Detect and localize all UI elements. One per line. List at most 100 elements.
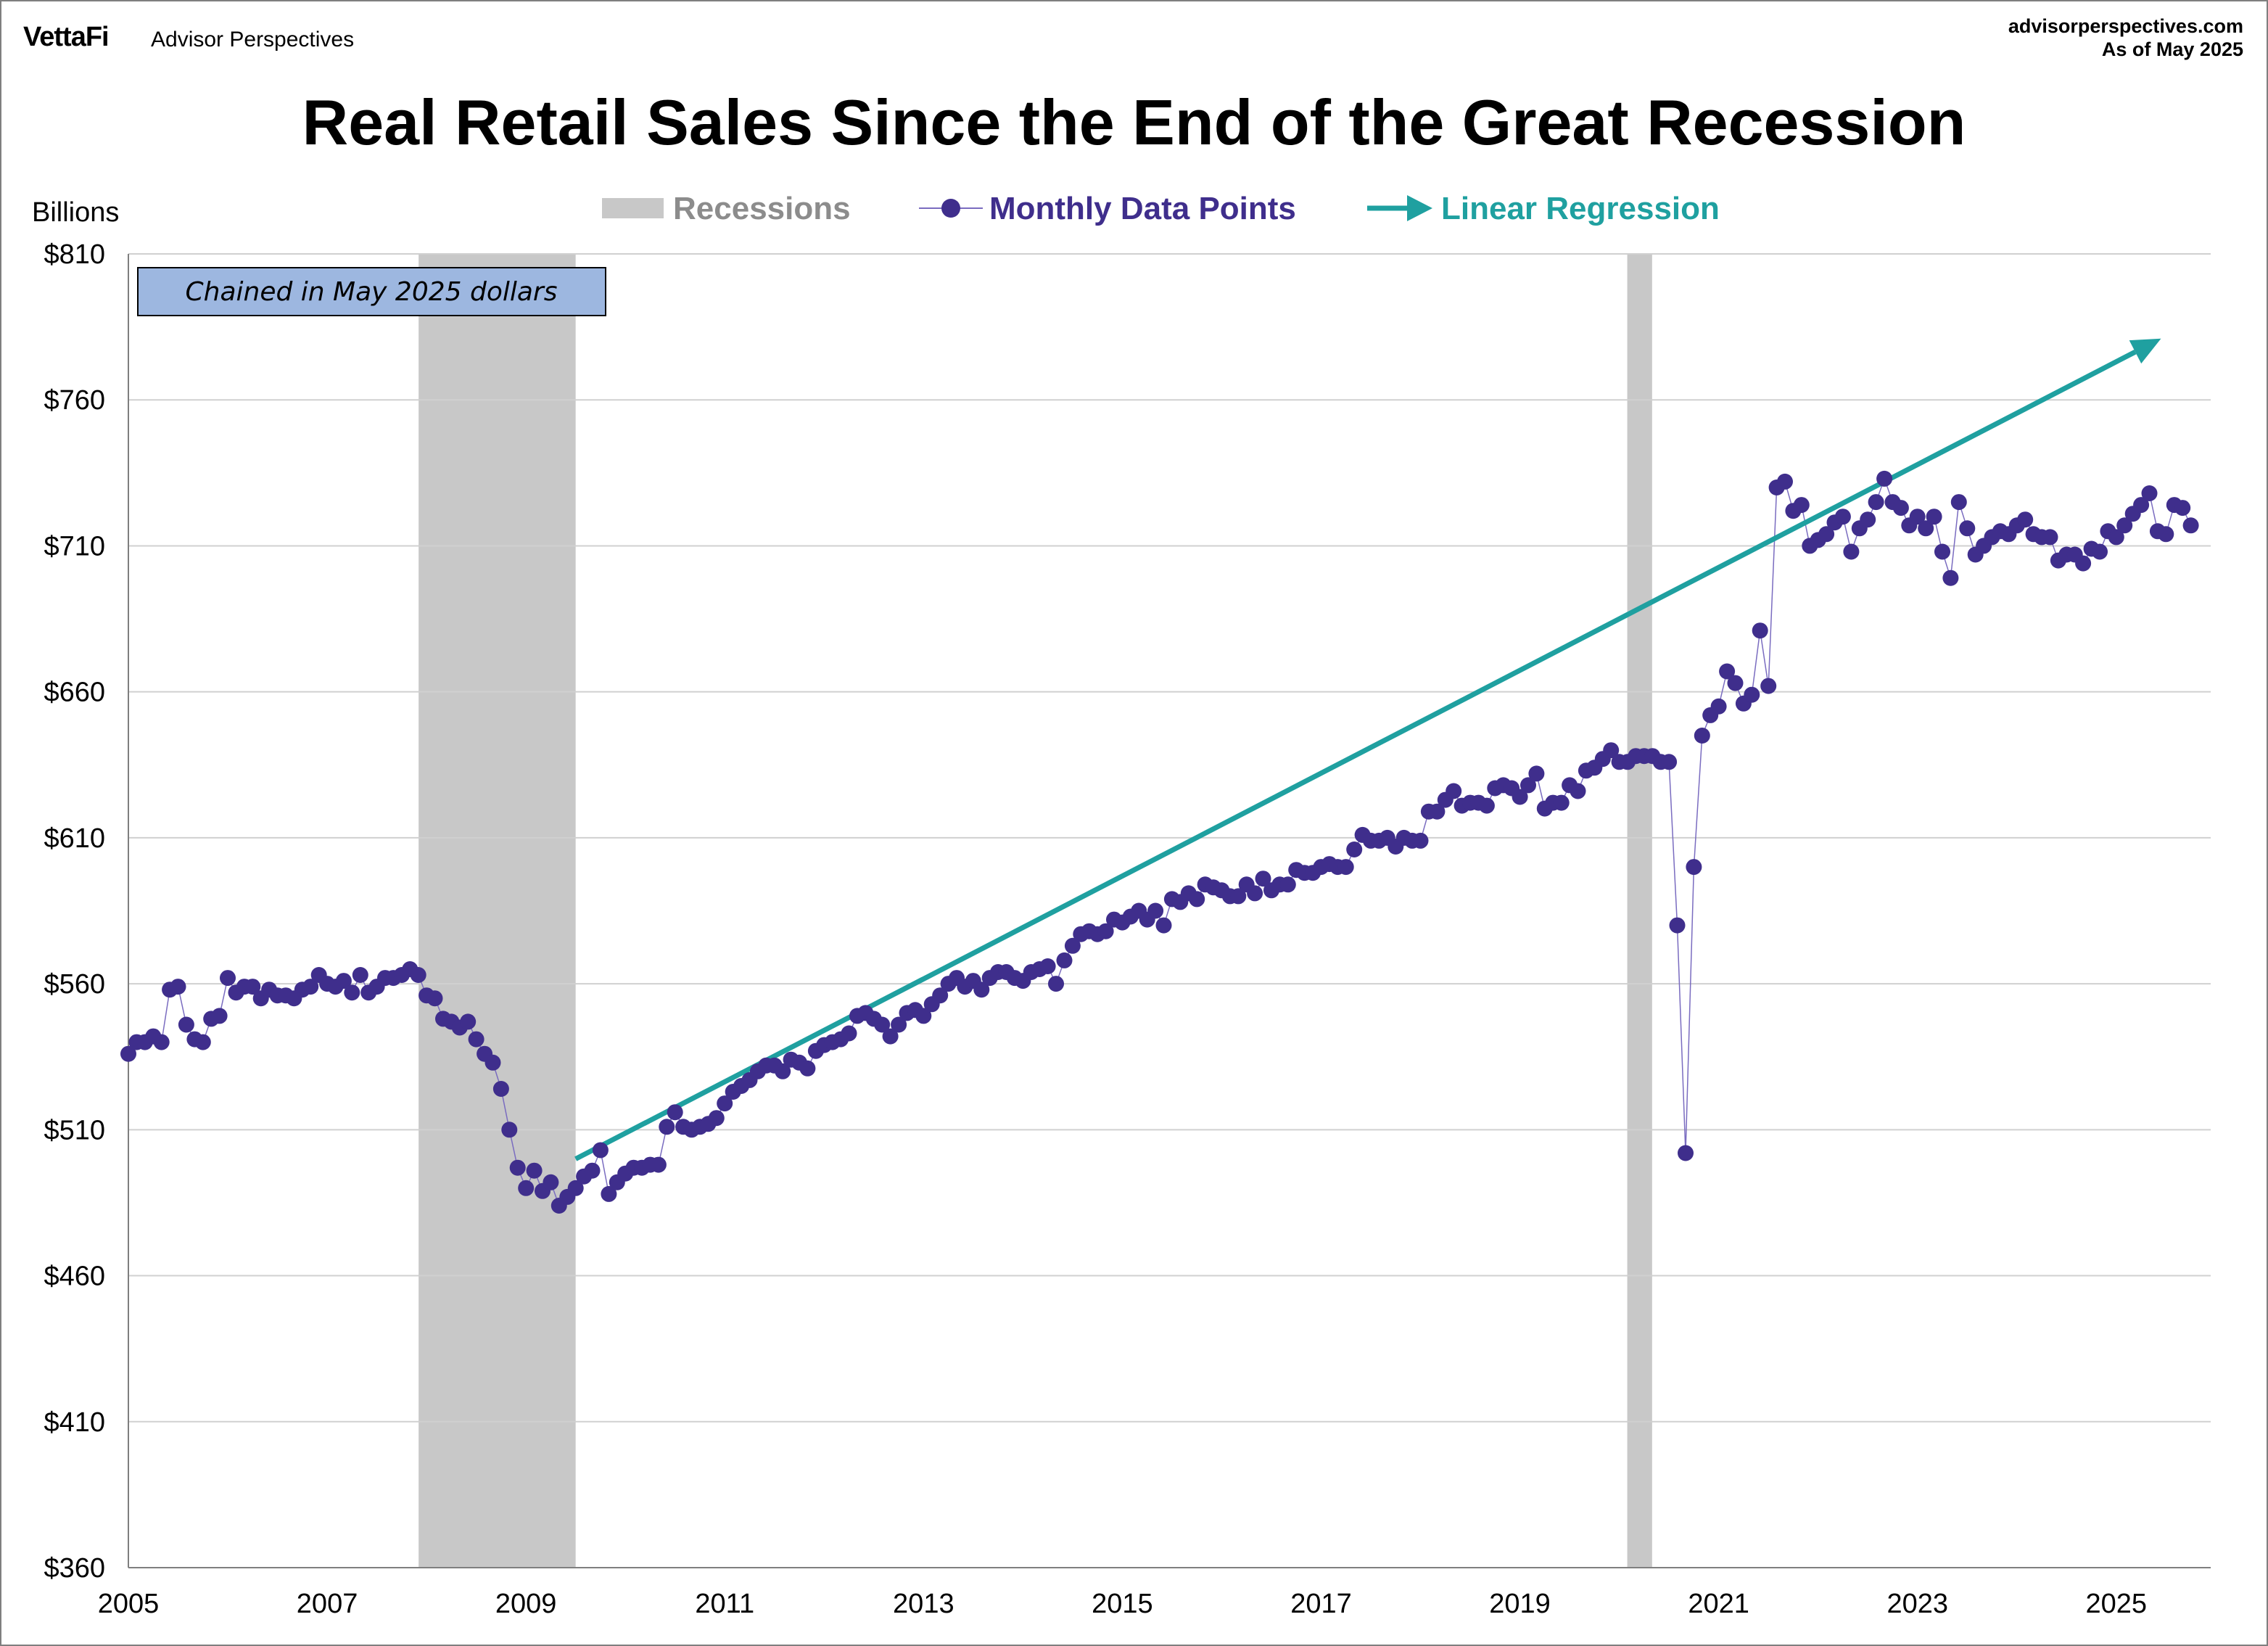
y-tick-label: $510 bbox=[44, 1115, 105, 1145]
data-point bbox=[891, 1016, 907, 1033]
legend-label-regression: Linear Regression bbox=[1441, 191, 1720, 226]
data-point bbox=[352, 967, 368, 983]
data-point bbox=[1155, 917, 1172, 934]
data-point bbox=[592, 1142, 609, 1159]
data-point bbox=[1039, 958, 1056, 974]
x-tick-label: 2023 bbox=[1886, 1589, 1948, 1619]
data-point bbox=[509, 1159, 526, 1176]
data-point bbox=[1603, 742, 1620, 759]
data-point bbox=[1528, 765, 1545, 782]
data-point bbox=[2017, 511, 2034, 528]
data-point bbox=[1818, 526, 1835, 543]
x-tick-label: 2017 bbox=[1290, 1589, 1352, 1619]
data-point bbox=[211, 1008, 228, 1024]
x-tick-labels: 2005 2007 2009 2011 2013 2015 2017 2019 2021 2023… bbox=[98, 1589, 2147, 1619]
data-point bbox=[302, 979, 319, 995]
y-tick-labels: $360 $410 $460 $510 $560 $610 $660 $710 $760 $810 bbox=[44, 239, 105, 1584]
data-point bbox=[1064, 937, 1081, 954]
data-point bbox=[1942, 569, 1959, 586]
data-point bbox=[2108, 529, 2124, 546]
data-point bbox=[1429, 803, 1446, 820]
data-point bbox=[1918, 520, 1934, 537]
data-point bbox=[1346, 841, 1363, 857]
x-tick-label: 2011 bbox=[695, 1589, 754, 1619]
data-point bbox=[2092, 543, 2108, 560]
data-point bbox=[932, 987, 949, 1004]
data-point bbox=[1678, 1145, 1694, 1161]
data-point bbox=[567, 1180, 584, 1196]
x-tick-label: 2009 bbox=[495, 1589, 557, 1619]
data-point bbox=[1446, 783, 1462, 799]
data-point bbox=[2042, 529, 2058, 546]
data-point bbox=[2174, 500, 2191, 517]
recession-bands bbox=[418, 254, 1652, 1568]
data-point bbox=[1147, 902, 1164, 919]
data-point bbox=[1520, 777, 1536, 794]
recession-band-0 bbox=[418, 254, 576, 1568]
data-point bbox=[2133, 497, 2150, 514]
data-point bbox=[1950, 494, 1967, 511]
data-point bbox=[492, 1081, 509, 1097]
brand-subtitle: Advisor Perspectives bbox=[151, 28, 355, 52]
note-box-group: Chained in May 2025 dollars bbox=[137, 267, 606, 316]
data-point bbox=[1694, 728, 1710, 744]
y-tick-label: $460 bbox=[44, 1262, 105, 1292]
legend-label-monthly: Monthly Data Points bbox=[989, 191, 1296, 226]
data-point bbox=[584, 1162, 601, 1179]
data-point bbox=[708, 1110, 725, 1127]
data-point bbox=[2075, 555, 2092, 572]
data-point bbox=[2158, 526, 2174, 543]
y-tick-label: $610 bbox=[44, 823, 105, 854]
data-point bbox=[501, 1122, 518, 1138]
legend-swatch-recessions bbox=[602, 198, 664, 218]
data-point bbox=[1056, 952, 1073, 968]
data-point bbox=[659, 1119, 675, 1135]
data-point bbox=[882, 1028, 899, 1045]
data-point bbox=[194, 1034, 211, 1050]
data-point bbox=[1553, 794, 1570, 811]
data-point bbox=[1247, 885, 1263, 902]
data-point bbox=[1478, 797, 1495, 814]
data-point bbox=[1909, 509, 1926, 525]
x-tick-label: 2015 bbox=[1092, 1589, 1153, 1619]
data-point bbox=[841, 1025, 857, 1042]
data-point bbox=[1048, 976, 1064, 992]
y-tick-label: $710 bbox=[44, 531, 105, 561]
data-point bbox=[650, 1156, 667, 1173]
data-point bbox=[344, 984, 360, 1001]
data-point bbox=[1661, 754, 1678, 770]
x-tick-label: 2021 bbox=[1688, 1589, 1749, 1619]
gridlines bbox=[128, 253, 2211, 1423]
data-point bbox=[667, 1104, 683, 1121]
series-line bbox=[128, 477, 2192, 1207]
x-tick-label: 2013 bbox=[893, 1589, 954, 1619]
chart-title: Real Retail Sales Since the End of the G… bbox=[302, 86, 1966, 158]
data-point bbox=[1834, 509, 1851, 525]
x-tick-label: 2007 bbox=[297, 1589, 358, 1619]
data-point bbox=[1926, 509, 1942, 525]
data-point bbox=[775, 1063, 791, 1079]
legend-swatch-dot-monthly bbox=[941, 199, 960, 218]
data-point bbox=[1719, 663, 1736, 680]
data-point bbox=[1512, 789, 1528, 805]
data-point bbox=[2116, 517, 2133, 534]
y-axis-label: Billions bbox=[32, 197, 120, 228]
data-point bbox=[1337, 859, 1354, 876]
data-point bbox=[1876, 470, 1893, 487]
axes bbox=[128, 254, 2211, 1568]
data-point bbox=[484, 1054, 501, 1071]
data-point bbox=[153, 1034, 170, 1050]
data-point bbox=[717, 1095, 733, 1112]
regression-arrowhead bbox=[2129, 338, 2161, 364]
data-point bbox=[335, 973, 352, 989]
legend-label-recessions: Recessions bbox=[673, 191, 851, 226]
data-point bbox=[1752, 622, 1768, 639]
data-point bbox=[1760, 678, 1777, 694]
y-tick-label: $410 bbox=[44, 1407, 105, 1438]
data-point bbox=[120, 1045, 136, 1062]
data-point bbox=[1570, 783, 1586, 799]
data-point bbox=[1860, 511, 1876, 528]
data-point bbox=[170, 979, 186, 995]
data-point bbox=[1097, 923, 1114, 939]
